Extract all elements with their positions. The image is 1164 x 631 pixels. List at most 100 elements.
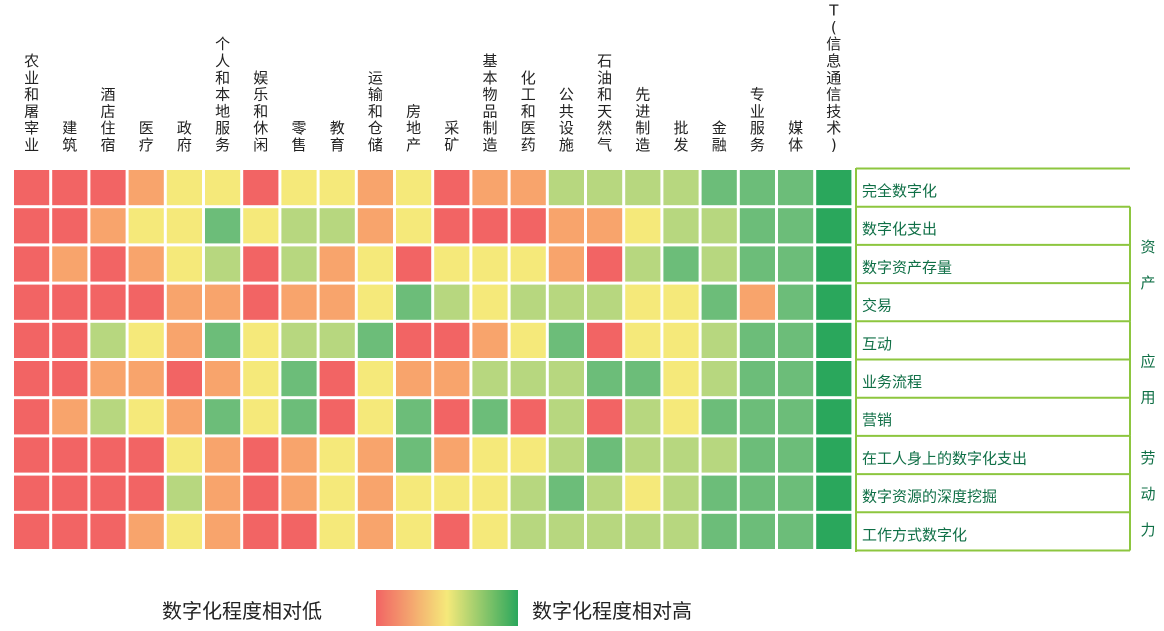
heatmap-cell bbox=[663, 322, 699, 358]
heatmap-cell bbox=[396, 170, 432, 206]
heatmap-cell bbox=[243, 437, 279, 473]
heatmap-cell bbox=[548, 513, 584, 549]
heatmap-cell bbox=[52, 399, 88, 435]
heatmap-cell bbox=[319, 322, 355, 358]
heatmap-cell bbox=[625, 246, 661, 282]
row-label: 数字资产存量 bbox=[862, 258, 952, 276]
heatmap-cell bbox=[243, 322, 279, 358]
heatmap-cell bbox=[472, 322, 508, 358]
heatmap-cell bbox=[243, 361, 279, 397]
heatmap-cell bbox=[701, 322, 737, 358]
row-label: 数字资源的深度挖掘 bbox=[862, 488, 997, 506]
heatmap-cell bbox=[281, 361, 317, 397]
group-label: 劳动力 bbox=[1140, 449, 1155, 539]
heatmap-cell bbox=[166, 322, 202, 358]
heatmap-cell bbox=[128, 208, 164, 244]
heatmap-cell bbox=[625, 513, 661, 549]
heatmap-cell bbox=[434, 170, 470, 206]
heatmap-cell bbox=[778, 361, 814, 397]
heatmap-cell bbox=[319, 399, 355, 435]
heatmap-cell bbox=[816, 399, 852, 435]
heatmap-cell bbox=[166, 170, 202, 206]
heatmap-cell bbox=[396, 322, 432, 358]
heatmap-cell bbox=[739, 513, 775, 549]
column-label: 批发 bbox=[673, 119, 688, 154]
heatmap-cell bbox=[243, 513, 279, 549]
heatmap-cell bbox=[625, 322, 661, 358]
column-label: 基本物品制造 bbox=[482, 52, 497, 154]
heatmap-cell bbox=[357, 322, 393, 358]
heatmap-cell bbox=[166, 284, 202, 320]
heatmap-cell bbox=[701, 170, 737, 206]
heatmap-cell bbox=[357, 399, 393, 435]
heatmap-cell bbox=[548, 475, 584, 511]
heatmap-cell bbox=[396, 246, 432, 282]
heatmap-cell bbox=[434, 246, 470, 282]
heatmap-cell bbox=[90, 513, 126, 549]
heatmap-cell bbox=[52, 475, 88, 511]
heatmap-cell bbox=[816, 284, 852, 320]
heatmap-cell bbox=[243, 246, 279, 282]
heatmap-cell bbox=[14, 475, 50, 511]
heatmap-cell bbox=[434, 399, 470, 435]
group-label: 资产 bbox=[1140, 238, 1155, 292]
heatmap-cell bbox=[663, 475, 699, 511]
row-labels: 完全数字化数字化支出数字资产存量交易互动业务流程营销在工人身上的数字化支出数字资… bbox=[862, 182, 1027, 544]
row-label: 业务流程 bbox=[862, 373, 922, 391]
heatmap-cell bbox=[319, 284, 355, 320]
heatmap-cell bbox=[357, 246, 393, 282]
heatmap-cell bbox=[52, 322, 88, 358]
heatmap-cell bbox=[587, 399, 623, 435]
heatmap-cell bbox=[548, 170, 584, 206]
heatmap-cell bbox=[587, 246, 623, 282]
row-label-frame bbox=[855, 167, 1131, 552]
heatmap-cell bbox=[205, 513, 241, 549]
heatmap-cell bbox=[434, 284, 470, 320]
heatmap-cell bbox=[396, 208, 432, 244]
column-label: 娱乐和休闲 bbox=[253, 69, 268, 154]
column-label: ICT(信息通信技术) bbox=[826, 0, 841, 154]
heatmap-cell bbox=[205, 208, 241, 244]
heatmap-cell bbox=[701, 437, 737, 473]
heatmap-cell bbox=[625, 437, 661, 473]
heatmap-cell bbox=[90, 437, 126, 473]
heatmap-cell bbox=[739, 208, 775, 244]
heatmap-cell bbox=[739, 475, 775, 511]
heatmap-cell bbox=[434, 475, 470, 511]
column-label: 媒体 bbox=[788, 119, 803, 154]
heatmap-cell bbox=[510, 475, 546, 511]
heatmap-cell bbox=[281, 399, 317, 435]
heatmap-cell bbox=[319, 246, 355, 282]
column-label: 建筑 bbox=[62, 119, 77, 154]
heatmap-cell bbox=[396, 475, 432, 511]
heatmap-cell bbox=[128, 437, 164, 473]
heatmap-cell bbox=[90, 322, 126, 358]
heatmap-cell bbox=[166, 399, 202, 435]
heatmap-cell bbox=[90, 361, 126, 397]
column-label: 个人和本地服务 bbox=[215, 35, 230, 154]
heatmap-cell bbox=[778, 513, 814, 549]
heatmap-cell bbox=[166, 437, 202, 473]
heatmap-cell bbox=[472, 399, 508, 435]
heatmap-cell bbox=[90, 208, 126, 244]
heatmap-cell bbox=[319, 208, 355, 244]
heatmap-cell bbox=[472, 513, 508, 549]
heatmap-cell bbox=[472, 284, 508, 320]
heatmap-cell bbox=[243, 170, 279, 206]
heatmap-cell bbox=[396, 437, 432, 473]
heatmap-cell bbox=[90, 170, 126, 206]
heatmap-cell bbox=[205, 246, 241, 282]
heatmap-cell bbox=[510, 208, 546, 244]
heatmap-cell bbox=[357, 170, 393, 206]
heatmap-cell bbox=[434, 208, 470, 244]
row-label: 完全数字化 bbox=[862, 182, 937, 200]
heatmap-cell bbox=[510, 170, 546, 206]
heatmap-cell bbox=[663, 170, 699, 206]
heatmap-cell bbox=[663, 246, 699, 282]
heatmap-cell bbox=[128, 361, 164, 397]
heatmap-cell bbox=[510, 246, 546, 282]
heatmap-cell bbox=[281, 170, 317, 206]
